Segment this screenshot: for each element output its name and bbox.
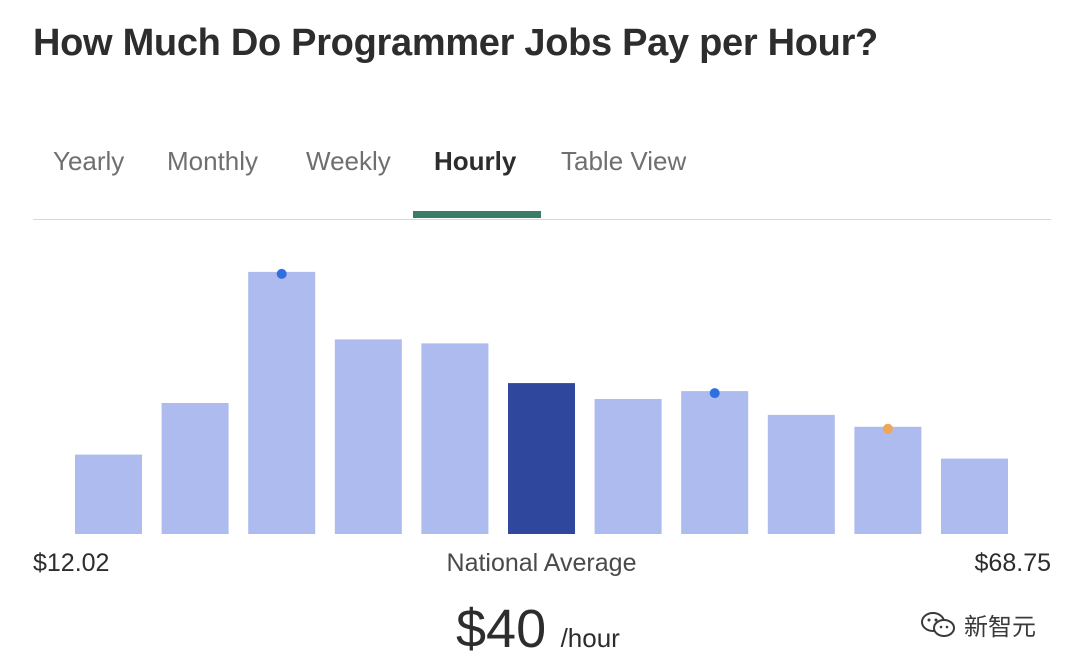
histogram-bar[interactable] <box>421 343 489 534</box>
tab-weekly[interactable]: Weekly <box>306 146 391 176</box>
watermark-text: 新智元 <box>964 614 1036 641</box>
tab-table-view[interactable]: Table View <box>561 146 687 176</box>
hourly-pay-histogram <box>75 268 1008 534</box>
page-title: How Much Do Programmer Jobs Pay per Hour… <box>33 22 878 64</box>
histogram-bar[interactable] <box>681 391 749 534</box>
tab-hourly[interactable]: Hourly <box>434 146 517 176</box>
bar-marker-dot <box>276 268 287 279</box>
bar-marker-dot <box>709 388 720 399</box>
histogram-bar[interactable] <box>941 458 1008 534</box>
histogram-bar[interactable] <box>334 339 402 534</box>
national-average-unit: /hour <box>560 623 620 653</box>
national-average-label: National Average <box>446 549 637 577</box>
histogram-bar[interactable] <box>594 399 662 534</box>
pay-period-tabs: Yearly Monthly Weekly Hourly Table View <box>33 120 1051 220</box>
min-pay-label: $12.02 <box>33 549 110 577</box>
bar-marker-dot <box>882 423 893 434</box>
wechat-icon <box>921 611 955 637</box>
watermark: 新智元 <box>920 607 1036 642</box>
national-average-value-row: $40 /hour <box>456 598 620 660</box>
active-tab-indicator <box>413 211 541 218</box>
tab-monthly[interactable]: Monthly <box>167 146 259 176</box>
tab-yearly[interactable]: Yearly <box>53 146 125 176</box>
histogram-bar[interactable] <box>854 426 922 534</box>
histogram-bar-national-average[interactable] <box>508 383 575 534</box>
national-average-value: $40 <box>456 599 547 659</box>
histogram-bar[interactable] <box>161 403 229 534</box>
histogram-bar[interactable] <box>75 454 142 534</box>
histogram-bar[interactable] <box>767 414 835 534</box>
histogram-bar[interactable] <box>248 271 316 534</box>
max-pay-label: $68.75 <box>974 549 1051 577</box>
